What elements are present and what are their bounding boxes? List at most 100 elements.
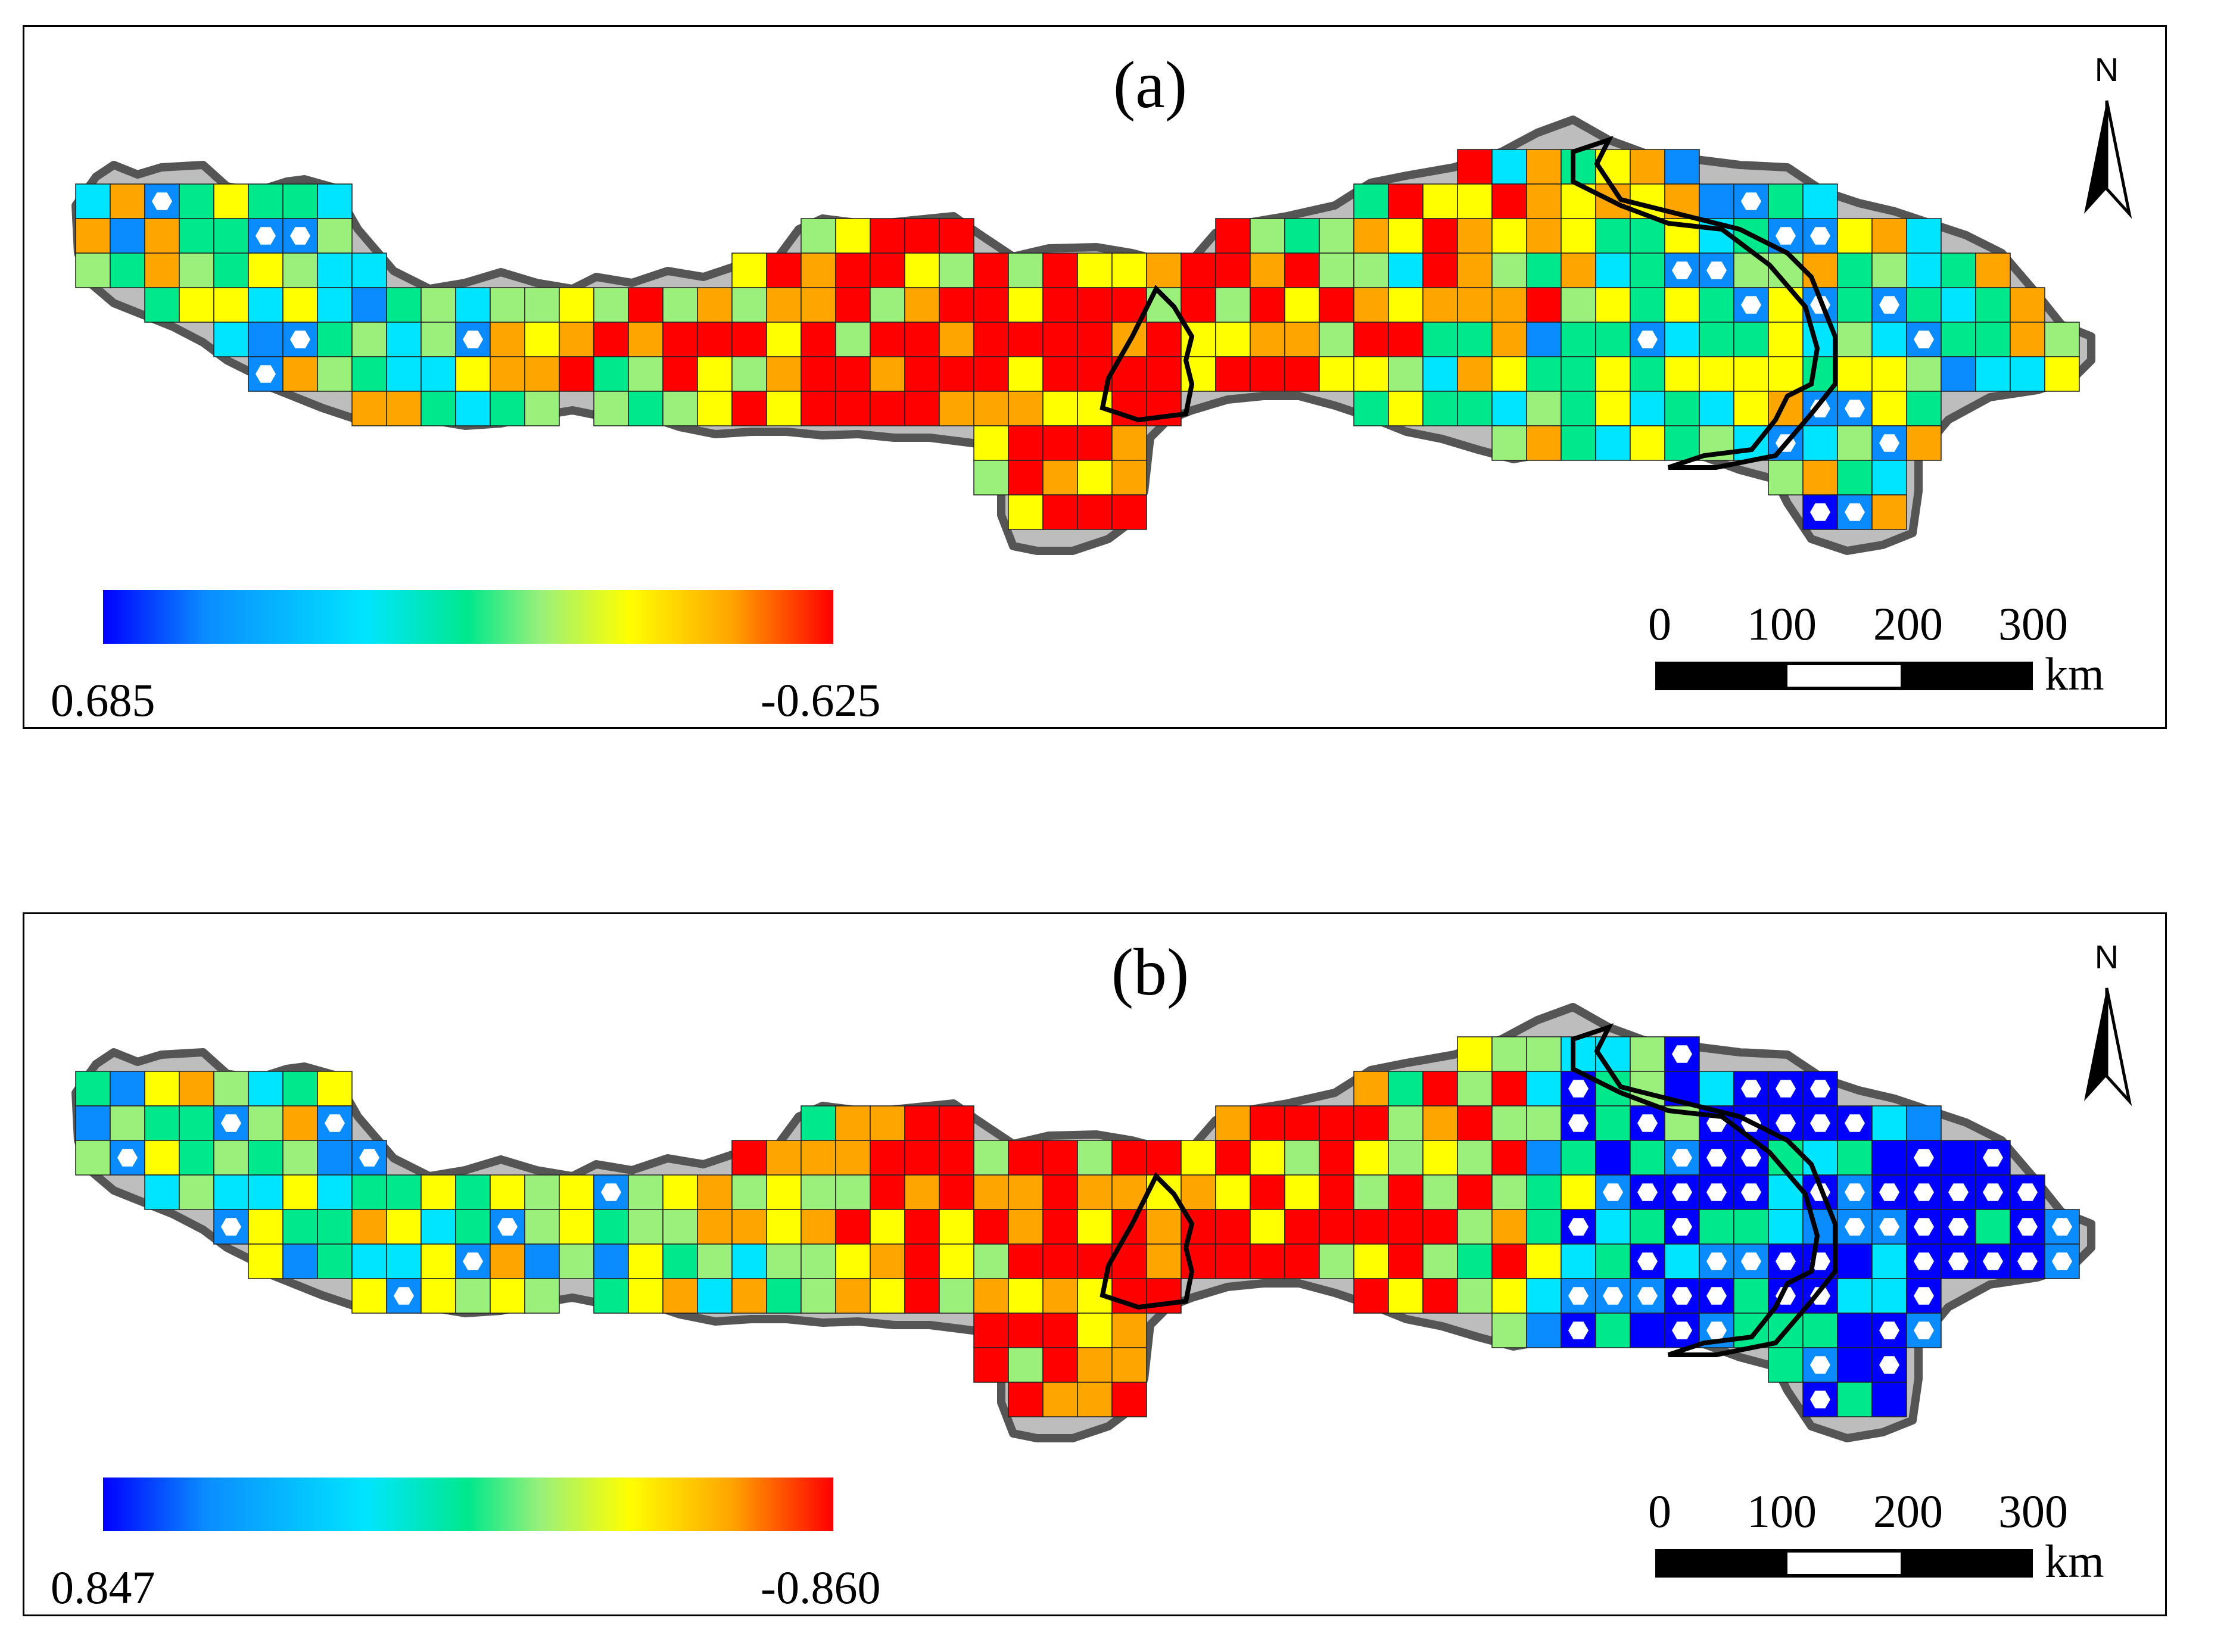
grid-cell [1871,1278,1907,1314]
panel-b: (b) N 0.847 -0.860 0 100 200 300 km [23,912,2167,1616]
scale-tick-100: 100 [1747,598,1817,650]
significance-marker [1879,296,1899,314]
significance-marker [1914,331,1934,348]
grid-cell [1146,356,1182,392]
significance-marker [1776,1252,1796,1270]
grid-cell [904,1140,940,1176]
grid-cell [1008,287,1044,323]
grid-cell [1457,322,1493,357]
grid-cell [248,1209,284,1245]
grid-cell [939,322,974,357]
grid-cell [1491,1313,1527,1348]
grid-cell [1595,356,1631,392]
grid-cell [1250,1140,1285,1176]
grid-cell [1699,1071,1734,1106]
grid-cell [1250,322,1285,357]
grid-cell [628,1209,664,1245]
grid-cell [110,183,145,219]
grid-cell [1457,1174,1493,1210]
grid-cell [524,322,560,357]
grid-cell [1837,218,1873,254]
grid-cell [1422,1071,1458,1106]
grid-cell [386,356,422,392]
grid-cell [75,1071,111,1106]
grid-cell [1042,1347,1078,1383]
grid-cell [1457,1278,1493,1314]
grid-cell [351,356,387,392]
grid-cell [1042,1278,1078,1314]
grid-cell [1871,460,1907,495]
grid-cell [144,1071,180,1106]
significance-marker [2017,1218,2038,1236]
grid-cell [351,1278,387,1314]
significance-marker [1776,227,1796,245]
grid-cell [1561,253,1596,288]
grid-cell [179,218,214,254]
scale-tick-0: 0 [1648,598,1671,650]
grid-cell [1802,253,1838,288]
grid-cell [317,183,353,219]
grid-cell [1595,425,1631,461]
grid-cell [1491,1278,1527,1314]
grid-cell [801,1140,836,1176]
significance-marker [1637,1114,1658,1132]
grid-cell [1008,425,1044,461]
significance-marker [1810,400,1830,417]
grid-cell [1561,287,1596,323]
legend-max-value: -0.625 [761,674,881,726]
significance-marker [1948,1183,1969,1201]
legend-min-value: 0.685 [51,674,155,726]
grid-cell [801,287,836,323]
grid-cell [1008,253,1044,288]
grid-cell [870,1243,905,1279]
grid-cell [904,322,940,357]
grid-cell [386,322,422,357]
grid-cell [1871,253,1907,288]
scale-tick-200: 200 [1873,598,1943,650]
grid-cell [801,218,836,254]
grid-cell [213,253,249,288]
grid-cell [1837,287,1873,323]
grid-cell [1077,1347,1113,1383]
significance-marker [463,331,483,348]
significance-marker [1845,400,1865,417]
grid-cell [1146,1209,1182,1245]
grid-cell [1491,183,1527,219]
grid-cell [421,1278,456,1314]
grid-cell [1595,391,1631,426]
grid-cell [731,322,767,357]
significance-marker [1637,331,1658,348]
grid-cell [1388,1140,1424,1176]
grid-cell [1422,322,1458,357]
significance-marker [463,1252,483,1270]
grid-cell [870,1209,905,1245]
grid-cell [110,1105,145,1141]
grid-cell [1871,1347,1907,1383]
scale-tick-100: 100 [1747,1485,1817,1537]
grid-cell [973,460,1009,495]
grid-cell [248,1174,284,1210]
significance-marker [2052,1252,2072,1270]
grid-cell [559,322,594,357]
grid-cell [1353,1243,1389,1279]
grid-cell [1526,149,1562,185]
grid-cell [766,322,802,357]
grid-cell [766,1278,802,1314]
significance-marker [1706,1252,1727,1270]
grid-cell [1284,253,1320,288]
grid-cell [386,1209,422,1245]
grid-cell [731,287,767,323]
grid-cell [835,356,871,392]
grid-cell [1491,391,1527,426]
grid-cell [662,1209,698,1245]
grid-cell [1008,322,1044,357]
grid-cell [1146,1278,1182,1314]
grid-cell [939,356,974,392]
grid-cell [1941,287,1976,323]
grid-cell [731,1209,767,1245]
grid-cell [1526,1174,1562,1210]
grid-cell [2010,356,2045,392]
grid-cell [524,391,560,426]
grid-cell [870,322,905,357]
grid-cell [1561,322,1596,357]
